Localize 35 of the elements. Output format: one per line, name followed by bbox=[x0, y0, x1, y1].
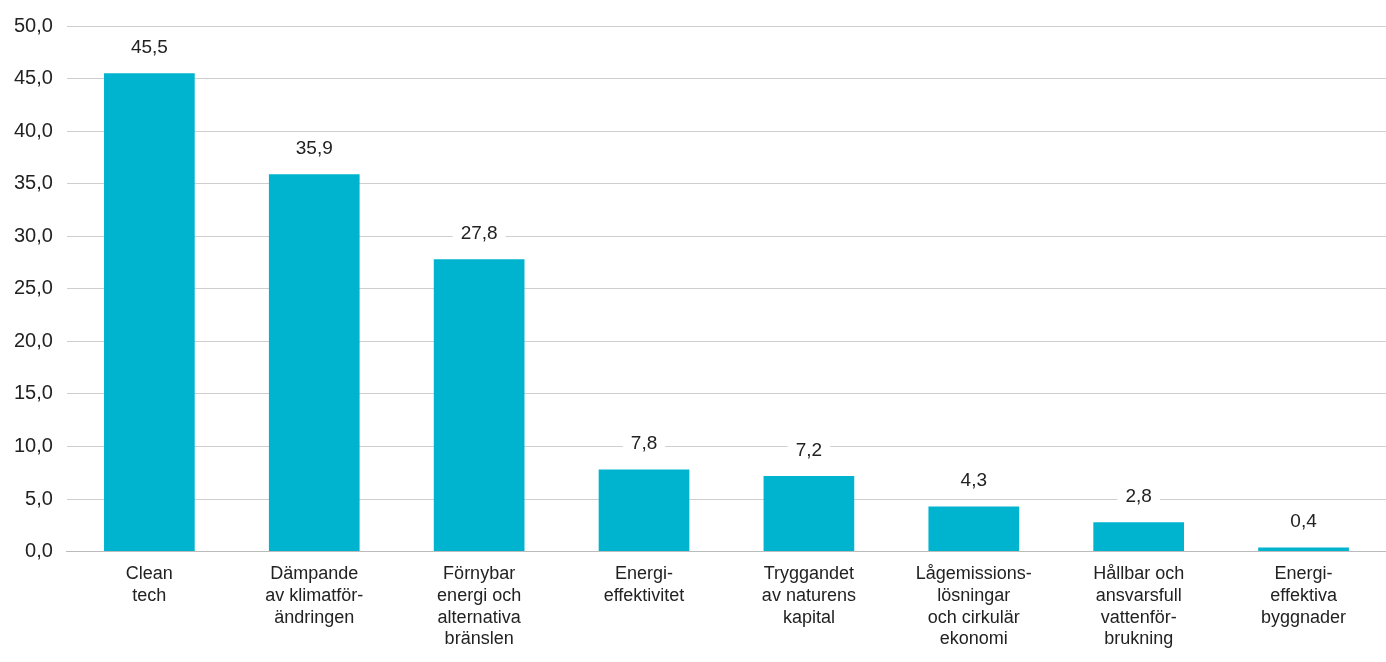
y-tick-label: 0,0 bbox=[25, 539, 53, 562]
x-tick-label: Hållbar och ansvarsfull vattenför- brukning bbox=[1093, 563, 1185, 649]
bar bbox=[598, 469, 690, 552]
bar bbox=[433, 259, 525, 552]
data-label: 7,8 bbox=[630, 432, 658, 454]
data-label: 27,8 bbox=[460, 222, 498, 244]
bar bbox=[268, 174, 360, 552]
y-tick-label: 35,0 bbox=[13, 171, 53, 194]
data-label: 45,5 bbox=[130, 36, 168, 58]
data-label: 7,2 bbox=[795, 438, 823, 460]
data-label: 35,9 bbox=[295, 136, 333, 158]
y-tick-label: 40,0 bbox=[13, 118, 53, 141]
y-tick-label: 15,0 bbox=[13, 381, 53, 404]
x-tick-label: Förnybar energi och alternativa bränslen bbox=[437, 563, 522, 649]
bar bbox=[1093, 522, 1185, 552]
x-tick-label: Clean tech bbox=[125, 563, 173, 605]
y-tick-label: 5,0 bbox=[25, 486, 53, 509]
data-label: 2,8 bbox=[1125, 484, 1152, 506]
y-tick-label: 50,0 bbox=[13, 13, 53, 36]
bar bbox=[763, 475, 855, 552]
y-tick-label: 45,0 bbox=[13, 66, 53, 89]
bar bbox=[1258, 547, 1349, 552]
y-tick-label: 20,0 bbox=[13, 328, 53, 351]
x-tick-label: Lågemissions- lösningar och cirkulär ekonomi bbox=[915, 563, 1032, 649]
data-label: 4,3 bbox=[960, 469, 987, 491]
x-tick-label: Dämpande av klimatför- ändringen bbox=[265, 563, 364, 627]
y-tick-label: 10,0 bbox=[13, 434, 53, 456]
data-label: 0,4 bbox=[1290, 510, 1318, 532]
x-tick-label: Tryggandet av naturens kapital bbox=[761, 563, 856, 627]
y-tick-label: 25,0 bbox=[13, 276, 53, 299]
bar bbox=[104, 73, 195, 552]
x-tick-label: Energi- effektiva byggnader bbox=[1261, 563, 1347, 627]
bar bbox=[928, 506, 1020, 552]
y-tick-label: 30,0 bbox=[13, 223, 53, 246]
x-tick-label: Energi- effektivitet bbox=[603, 563, 685, 605]
